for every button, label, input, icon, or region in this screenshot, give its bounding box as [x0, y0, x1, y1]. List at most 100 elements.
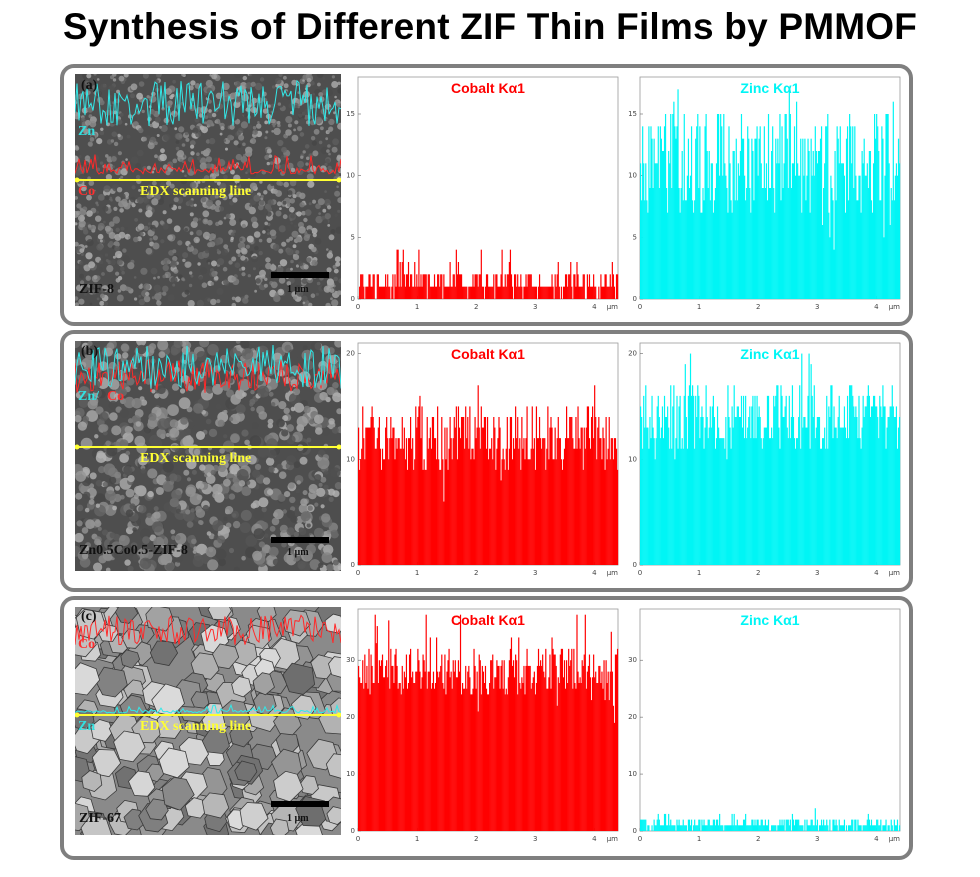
grain [167, 294, 175, 302]
bar [399, 683, 401, 831]
bar [766, 200, 769, 299]
bar [840, 825, 842, 831]
grain [313, 128, 320, 135]
grain [222, 459, 229, 466]
grain [235, 296, 241, 303]
grain [218, 206, 225, 212]
bar [740, 395, 743, 565]
grain [330, 297, 333, 301]
grain [277, 123, 281, 128]
crystal-grain [120, 649, 141, 669]
bar [696, 126, 698, 299]
scale-bar [271, 272, 329, 278]
bar [406, 274, 409, 299]
grain [171, 535, 176, 540]
grain [175, 140, 180, 144]
grain [96, 243, 104, 251]
bar [480, 406, 482, 565]
bar [895, 163, 898, 299]
bar [358, 665, 360, 831]
bar [704, 825, 706, 831]
bar [401, 665, 403, 831]
bar [720, 825, 722, 831]
bar [569, 274, 571, 299]
grain [165, 170, 171, 176]
grain [84, 245, 88, 248]
grain [240, 156, 248, 163]
grain [172, 249, 177, 254]
bar [534, 694, 536, 831]
x-unit-label: µm [607, 303, 618, 311]
bar [393, 427, 395, 565]
bar [739, 151, 742, 299]
grain [81, 117, 85, 121]
grain [152, 242, 160, 250]
zinc-trace [75, 703, 341, 714]
bar [413, 469, 415, 565]
bar [408, 654, 411, 831]
grain [253, 231, 261, 238]
bar [526, 406, 528, 565]
grain [269, 161, 274, 165]
bar [861, 427, 863, 565]
grain [311, 246, 317, 253]
bar [574, 683, 576, 831]
grain [220, 126, 225, 131]
bar [736, 406, 738, 565]
bar [833, 819, 835, 831]
bar [589, 286, 592, 299]
grain [230, 394, 241, 405]
bar [857, 819, 859, 831]
bar [396, 448, 398, 565]
bar [830, 175, 832, 299]
bar [400, 448, 402, 565]
bar [615, 274, 618, 299]
grain [108, 288, 114, 293]
bar [495, 469, 497, 565]
grain [157, 453, 167, 464]
bar [481, 286, 483, 299]
bar [667, 825, 669, 831]
bar [674, 126, 676, 299]
bar [803, 417, 805, 565]
bar [767, 114, 770, 299]
bar [662, 438, 665, 565]
grain [266, 211, 272, 217]
bar [439, 469, 441, 565]
bar [859, 438, 861, 565]
bar [678, 819, 680, 831]
crystal-grain [128, 770, 156, 797]
bar [446, 286, 448, 299]
grain [196, 431, 205, 440]
bar [597, 427, 599, 565]
grain [230, 92, 237, 99]
grain [326, 252, 334, 259]
grain [250, 406, 255, 412]
bar [653, 438, 655, 565]
bar [813, 825, 815, 831]
grain [209, 233, 216, 241]
grain [179, 159, 183, 162]
grain [308, 483, 318, 494]
bar [499, 688, 501, 831]
bar [676, 126, 678, 299]
grain [119, 284, 127, 292]
y-tick-label: 20 [346, 350, 355, 358]
grain [145, 247, 153, 255]
grain [130, 156, 139, 164]
bar [575, 417, 577, 565]
bar [802, 825, 804, 831]
bar [540, 438, 542, 565]
grain [249, 182, 258, 190]
grain [196, 351, 207, 362]
bar [764, 819, 766, 831]
grain [302, 345, 308, 351]
grain [228, 260, 233, 265]
grain [169, 497, 180, 508]
bar [787, 819, 789, 831]
plot-title: Cobalt Kα1 [451, 80, 525, 96]
bar [377, 274, 379, 299]
grain [319, 391, 328, 401]
bar [544, 286, 546, 299]
grain [237, 455, 250, 468]
